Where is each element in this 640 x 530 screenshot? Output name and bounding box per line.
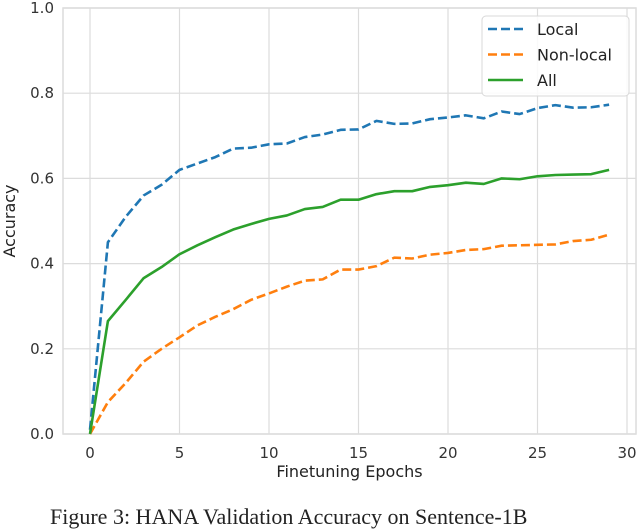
y-axis-label: Accuracy [0, 184, 19, 257]
y-tick-label: 0.2 [30, 340, 54, 358]
y-tick-label: 0.6 [30, 169, 54, 187]
x-tick-label: 10 [259, 444, 278, 462]
x-tick-label: 15 [349, 444, 368, 462]
x-tick-label: 0 [85, 444, 95, 462]
y-tick-label: 0.8 [30, 84, 54, 102]
x-tick-label: 5 [175, 444, 185, 462]
y-tick-label: 0.0 [30, 425, 54, 443]
legend-label: All [537, 71, 557, 90]
accuracy-line-chart: 0 5 10 15 20 25 30 0.0 0.2 0.4 0.6 0.8 1.0 Finetuning… [0, 0, 637, 481]
x-tick-label: 20 [438, 444, 457, 462]
legend-label: Non-local [537, 46, 612, 65]
x-tick-label: 25 [528, 444, 547, 462]
series-line-local [88, 103, 610, 430]
series-line-non-local [88, 233, 610, 435]
legend-label: Local [537, 20, 578, 39]
y-tick-label: 0.4 [30, 255, 54, 273]
legend-box [481, 15, 630, 97]
x-tick-label: 30 [617, 444, 636, 462]
y-tick-label: 1.0 [30, 0, 54, 17]
figure-caption: Figure 3: HANA Validation Accuracy on Se… [50, 504, 528, 529]
x-axis-label: Finetuning Epochs [276, 462, 422, 481]
series-line-all [88, 168, 610, 435]
plot-frame [62, 7, 637, 435]
